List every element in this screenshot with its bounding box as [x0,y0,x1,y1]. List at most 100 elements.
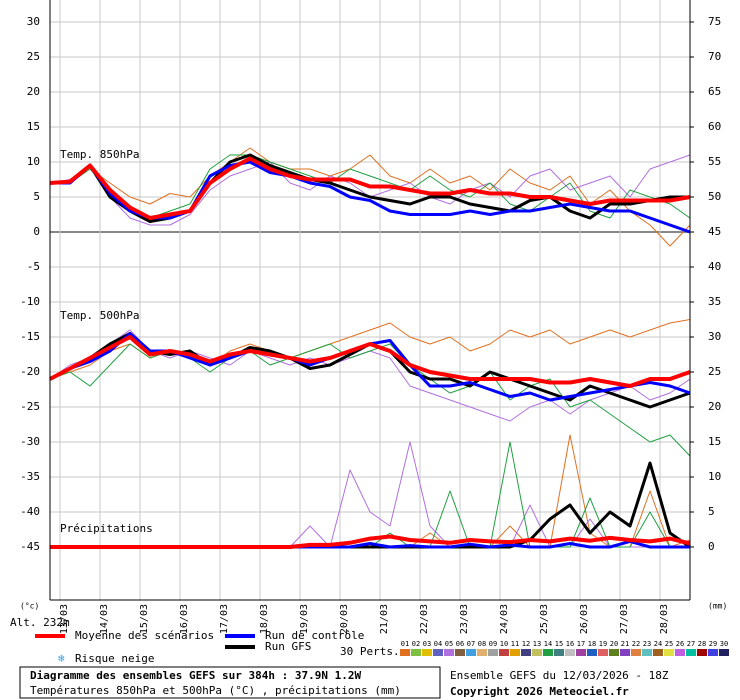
x-tick-label: 17/03 [219,604,230,634]
x-tick-label: 28/03 [659,604,670,634]
member-swatch [631,649,641,656]
x-tick-label: 20/03 [339,604,350,634]
member-swatch [565,649,575,656]
member-label: 20 [610,640,618,648]
member-swatch [400,649,410,656]
label-precip: Précipitations [60,522,153,535]
member-swatch [686,649,696,656]
y2-tick-label: 15 [708,435,721,448]
y-tick-label: -35 [20,470,40,483]
y-tick-label: 0 [33,225,40,238]
member-swatch [609,649,619,656]
x-tick-label: 18/03 [259,604,270,634]
member-swatch [554,649,564,656]
legend-label: Run de contrôle [265,629,364,642]
member-label: 05 [445,640,453,648]
member-swatch [653,649,663,656]
series-line [49,335,691,388]
y2-tick-label: 25 [708,365,721,378]
member-label: 25 [665,640,673,648]
y2-tick-label: 50 [708,190,721,203]
member-swatch [543,649,553,656]
y2-unit: (mm) [708,602,727,611]
x-tick-label: 24/03 [499,604,510,634]
y-tick-label: 5 [33,190,40,203]
x-tick-label: 19/03 [299,604,310,634]
y2-tick-label: 65 [708,85,721,98]
member-label: 04 [434,640,442,648]
member-label: 22 [632,640,640,648]
member-swatch [587,649,597,656]
x-tick-label: 27/03 [619,604,630,634]
member-label: 19 [599,640,607,648]
member-swatch [598,649,608,656]
x-tick-label: 22/03 [419,604,430,634]
member-label: 24 [654,640,662,648]
y-tick-label: -40 [20,505,40,518]
member-swatch [444,649,454,656]
label-850: Temp. 850hPa [60,148,139,161]
series-line [50,147,691,247]
y2-tick-label: 0 [708,540,715,553]
member-label: 12 [522,640,530,648]
series-line [49,343,691,457]
member-swatch [642,649,652,656]
footer-title: Diagramme des ensembles GEFS sur 384h : … [30,669,362,682]
y-tick-label: -20 [20,365,40,378]
y-unit: (°c) [20,602,39,611]
y-tick-label: 30 [27,15,40,28]
member-label: 13 [533,640,541,648]
member-swatch [664,649,674,656]
member-label: 16 [566,640,574,648]
x-tick-label: 23/03 [459,604,470,634]
y-tick-label: -25 [20,400,40,413]
y-tick-label: 10 [27,155,40,168]
member-swatch [675,649,685,656]
y-tick-label: -30 [20,435,40,448]
member-swatch [477,649,487,656]
snow-icon: ❄ [58,652,65,665]
y2-tick-label: 60 [708,120,721,133]
member-swatch [708,649,718,656]
member-label: 03 [423,640,431,648]
member-swatch [488,649,498,656]
x-tick-label: 13/03 [59,604,70,634]
member-label: 14 [544,640,552,648]
member-label: 06 [456,640,464,648]
x-tick-label: 21/03 [379,604,390,634]
y2-tick-label: 35 [708,295,721,308]
y2-tick-label: 45 [708,225,721,238]
member-swatch [697,649,707,656]
y-tick-label: -45 [20,540,40,553]
member-label: 27 [687,640,695,648]
member-swatch [433,649,443,656]
member-label: 29 [709,640,717,648]
y2-tick-label: 20 [708,400,721,413]
member-label: 26 [676,640,684,648]
member-swatch [719,649,729,656]
member-label: 09 [489,640,497,648]
member-swatch [521,649,531,656]
member-label: 17 [577,640,585,648]
member-label: 23 [643,640,651,648]
member-swatch [411,649,421,656]
y2-tick-label: 75 [708,15,721,28]
snow-label: Risque neige [75,652,154,665]
y2-tick-label: 40 [708,260,721,273]
member-swatch [620,649,630,656]
member-label: 30 [720,640,728,648]
y-tick-label: 25 [27,50,40,63]
y2-tick-label: 5 [708,505,715,518]
y2-tick-label: 10 [708,470,721,483]
legend-label: Moyenne des scénarios [75,629,214,642]
footer-subtitle: Températures 850hPa et 500hPa (°C) , pré… [30,684,401,697]
x-tick-label: 25/03 [539,604,550,634]
y-tick-label: -15 [20,330,40,343]
member-label: 07 [467,640,475,648]
member-label: 08 [478,640,486,648]
y-tick-label: -10 [20,295,40,308]
member-label: 21 [621,640,629,648]
run-info: Ensemble GEFS du 12/03/2026 - 18Z [450,669,669,682]
